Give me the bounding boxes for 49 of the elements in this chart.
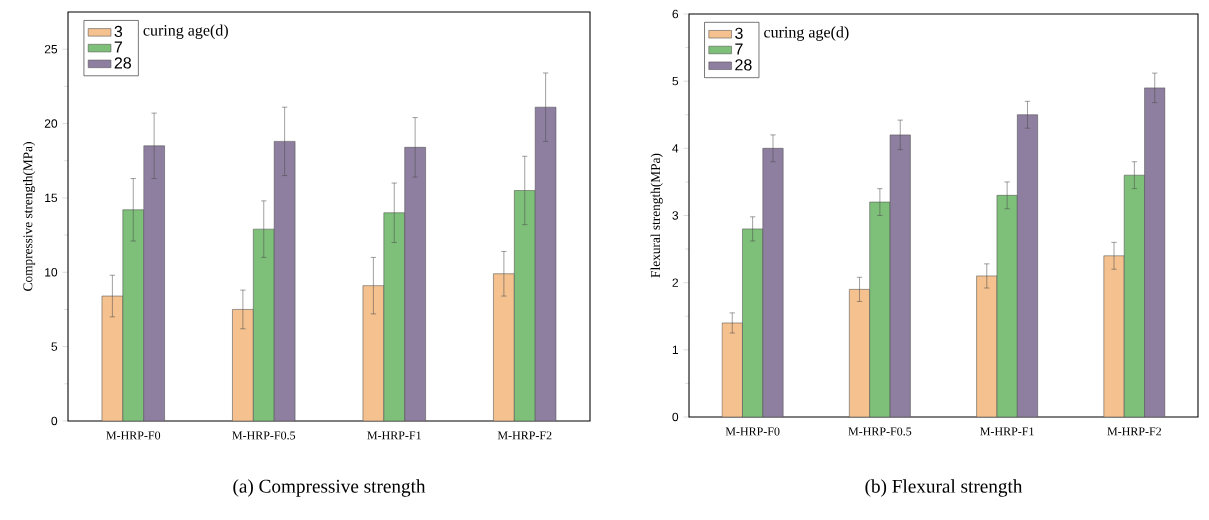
x-tick-label: M-HRP-F0 <box>106 431 161 440</box>
bar <box>122 209 144 421</box>
legend-label: 7 <box>114 41 122 53</box>
bar <box>383 212 405 421</box>
y-tick-label: 0 <box>51 416 58 426</box>
legend-label: 28 <box>114 57 131 69</box>
text: (b) Flexural strength <box>865 479 1023 497</box>
x-tick-label: M-HRP-F0.5 <box>848 427 912 436</box>
bar <box>101 295 124 421</box>
bar <box>493 273 515 421</box>
y-tick-label: 10 <box>45 268 58 277</box>
y-tick-label: 15 <box>45 193 58 203</box>
text: (a) Compressive strength <box>233 479 426 497</box>
x-tick-label: M-HRP-F0.5 <box>232 431 296 440</box>
bar <box>404 147 426 421</box>
legend-label: 28 <box>735 59 752 71</box>
y-tick-label: 0 <box>672 412 679 422</box>
y-tick-label: 6 <box>672 9 679 19</box>
bar <box>1103 255 1125 417</box>
bar <box>362 285 385 421</box>
bar <box>253 228 275 421</box>
y-axis-title: Flexural strength(MPa) <box>650 153 663 278</box>
y-tick-label: 5 <box>672 76 679 86</box>
bar <box>534 106 557 421</box>
y-tick-label: 3 <box>672 211 679 220</box>
y-tick-label: 5 <box>51 342 58 351</box>
x-tick-label: M-HRP-F1 <box>367 431 421 440</box>
legend-title: curing age(d) <box>143 24 228 39</box>
y-tick-label: 25 <box>44 44 58 54</box>
bar <box>849 289 870 417</box>
y-tick-label: 1 <box>672 345 679 354</box>
bar <box>232 309 254 421</box>
y-tick-label: 2 <box>672 278 678 287</box>
x-tick-label: M-HRP-F2 <box>497 431 552 440</box>
x-tick-label: M-HRP-F0 <box>725 427 780 436</box>
bar <box>976 275 998 417</box>
x-tick-label: M-HRP-F1 <box>980 427 1034 436</box>
bar <box>143 145 165 421</box>
x-tick-label: M-HRP-F2 <box>1107 427 1162 436</box>
y-tick-label: 4 <box>672 144 679 153</box>
bar <box>514 190 536 421</box>
bar <box>721 322 743 417</box>
legend-label: 3 <box>114 25 123 38</box>
y-tick-label: 20 <box>44 119 58 128</box>
legend-label: 3 <box>735 27 743 39</box>
legend-label: 7 <box>735 43 743 55</box>
y-axis-title: Compressive strength(MPa) <box>22 142 36 291</box>
legend-title: curing age(d) <box>764 26 849 41</box>
bar <box>273 141 296 421</box>
